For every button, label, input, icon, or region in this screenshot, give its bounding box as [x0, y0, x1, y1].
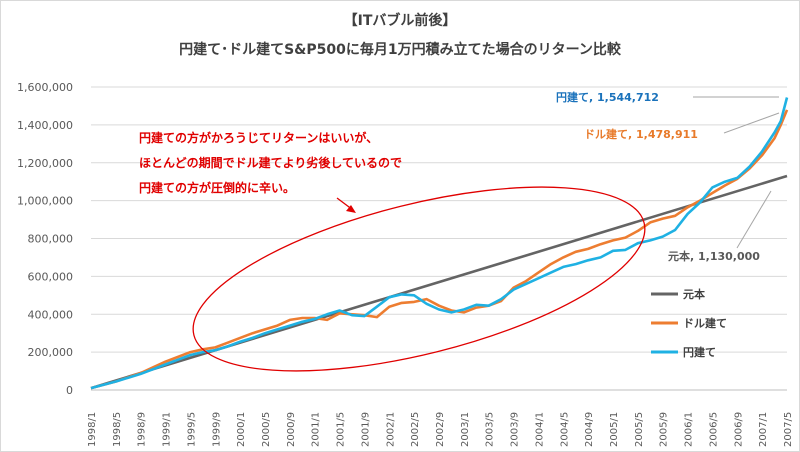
x-tick-label: 2004/1 — [534, 412, 545, 447]
x-tick-label: 2001/5 — [336, 412, 347, 447]
x-tick-label: 2002/5 — [410, 412, 421, 447]
callout-dollar: ドル建て, 1,478,911 — [584, 127, 698, 141]
highlight-ellipse — [192, 186, 646, 372]
x-tick-label: 2000/5 — [261, 412, 272, 447]
annotation-line-2: ほとんどの期間でドル建てより劣後しているので — [139, 155, 402, 170]
x-tick-label: 2000/1 — [236, 412, 247, 447]
y-tick-label: 400,000 — [28, 308, 74, 321]
callout-principal-leader — [736, 190, 772, 249]
callout-principal: 元本, 1,130,000 — [668, 249, 760, 263]
y-tick-label: 1,400,000 — [17, 119, 73, 132]
annotation-arrow-head — [346, 205, 356, 213]
annotation-line-1: 円建ての方がかろうじてリターンはいいが、 — [139, 130, 378, 145]
y-tick-label: 1,200,000 — [17, 157, 73, 170]
y-tick-label: 200,000 — [28, 346, 74, 359]
x-tick-label: 2006/9 — [733, 412, 744, 447]
legend: 元本 ドル建て 円建て — [651, 287, 727, 359]
x-tick-label: 2004/9 — [584, 412, 595, 447]
chart-title-line2: 円建て･ドル建てS&P500に毎月1万円積み立てた場合のリターン比較 — [179, 41, 622, 58]
x-tick-label: 2005/9 — [659, 412, 670, 447]
x-tick-label: 2003/9 — [510, 412, 521, 447]
x-tick-label: 1999/1 — [162, 412, 173, 447]
x-tick-label: 2001/1 — [311, 412, 322, 447]
y-tick-label: 800,000 — [28, 233, 74, 246]
x-tick-label: 2007/5 — [783, 412, 794, 447]
legend-label-yen: 円建て — [683, 345, 716, 359]
x-tick-label: 1998/9 — [137, 412, 148, 447]
annotation-line-3: 円建ての方が圧倒的に辛い。 — [139, 180, 295, 195]
x-tick-label: 1998/1 — [87, 412, 98, 447]
callout-yen: 円建て, 1,544,712 — [556, 90, 659, 104]
x-tick-label: 2007/1 — [758, 412, 769, 447]
x-tick-label: 1999/5 — [186, 412, 197, 447]
x-tick-label: 2003/5 — [485, 412, 496, 447]
chart-title-line1: 【ITバブル前後】 — [344, 12, 457, 29]
x-axis-ticks: 1998/1 1998/5 1998/9 1999/1 1999/5 1999/9 2000… — [87, 412, 794, 447]
x-tick-label: 2005/5 — [634, 412, 645, 447]
y-axis-ticks: 0 200,000 400,000 600,000 800,000 1,000,000 1,… — [17, 81, 73, 397]
y-tick-label: 0 — [66, 384, 73, 397]
x-tick-label: 2006/5 — [708, 412, 719, 447]
x-tick-label: 1999/9 — [211, 412, 222, 447]
x-tick-label: 2004/5 — [559, 412, 570, 447]
y-tick-label: 600,000 — [28, 270, 74, 283]
legend-label-dollar: ドル建て — [683, 316, 727, 330]
legend-label-principal: 元本 — [683, 287, 705, 301]
x-tick-label: 2006/1 — [684, 412, 695, 447]
y-tick-label: 1,600,000 — [17, 81, 73, 94]
x-tick-label: 2001/9 — [360, 412, 371, 447]
x-tick-label: 2002/1 — [385, 412, 396, 447]
x-tick-label: 2003/1 — [460, 412, 471, 447]
x-tick-label: 2000/9 — [286, 412, 297, 447]
callout-dollar-leader — [723, 112, 780, 134]
series-yen — [90, 97, 789, 390]
x-tick-label: 2002/9 — [435, 412, 446, 447]
x-tick-label: 2005/1 — [609, 412, 620, 447]
y-tick-label: 1,000,000 — [17, 195, 73, 208]
x-tick-label: 1998/5 — [112, 412, 123, 447]
